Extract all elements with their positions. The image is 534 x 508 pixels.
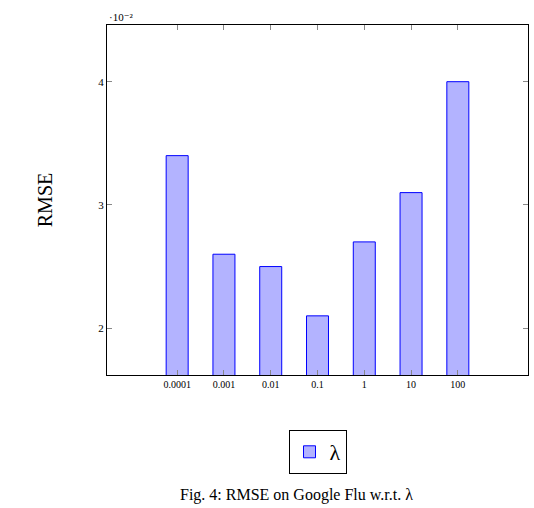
svg-text:4: 4 <box>98 76 104 88</box>
svg-text:0.001: 0.001 <box>213 379 236 390</box>
svg-text:λ: λ <box>330 440 341 465</box>
svg-text:0.0001: 0.0001 <box>163 379 191 390</box>
svg-text:100: 100 <box>450 379 465 390</box>
svg-text:10: 10 <box>406 379 416 390</box>
svg-text:2: 2 <box>98 322 104 334</box>
svg-text:RMSE: RMSE <box>34 173 56 227</box>
svg-text:1: 1 <box>362 379 367 390</box>
svg-text:0.1: 0.1 <box>311 379 324 390</box>
svg-text:3: 3 <box>98 199 104 211</box>
svg-text:·10⁻²: ·10⁻² <box>109 11 133 23</box>
svg-text:Fig. 4: RMSE on Google Flu w.r: Fig. 4: RMSE on Google Flu w.r.t. λ <box>180 486 413 504</box>
svg-text:0.01: 0.01 <box>262 379 280 390</box>
